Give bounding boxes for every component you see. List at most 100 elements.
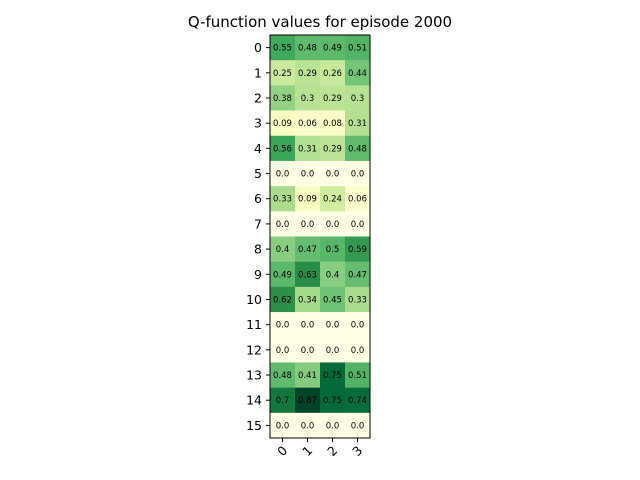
y-tick-label: 0 [254, 40, 262, 55]
y-tick-label: 13 [246, 368, 262, 383]
x-tick-label: 1 [299, 443, 315, 459]
heatmap-cell [295, 186, 321, 212]
heatmap-cell [320, 261, 346, 288]
cell-value-label: 0.31 [348, 119, 367, 129]
heatmap-cell [345, 362, 371, 388]
heatmap-cell [270, 35, 296, 61]
heatmap-cell [295, 160, 321, 187]
heatmap-cell [320, 85, 346, 111]
cell-value-label: 0.47 [298, 245, 317, 255]
y-tick-label: 14 [246, 393, 262, 408]
cell-value-label: 0.47 [348, 270, 367, 280]
heatmap-cell [270, 186, 296, 212]
cell-value-label: 0.44 [348, 69, 367, 79]
heatmap-cell [345, 135, 371, 162]
heatmap-cell [295, 236, 321, 262]
heatmap-cell [345, 387, 371, 414]
y-tick-label: 3 [254, 116, 262, 131]
heatmap-cell [295, 337, 321, 363]
heatmap-cell [345, 35, 371, 61]
cell-value-label: 0.5 [326, 245, 340, 255]
heatmap-cell [295, 362, 321, 388]
heatmap-cell [345, 186, 371, 212]
cell-value-label: 0.09 [298, 195, 317, 205]
cell-value-label: 0.55 [273, 44, 292, 54]
heatmap-cell [320, 186, 346, 212]
cell-value-label: 0.0 [326, 346, 340, 356]
heatmap-cell [320, 160, 346, 187]
cell-value-label: 0.48 [273, 371, 292, 381]
cell-value-label: 0.29 [323, 94, 342, 104]
heatmap-cell [345, 412, 371, 439]
heatmap-cell [270, 362, 296, 388]
cell-value-label: 0.06 [298, 119, 317, 129]
y-tick-label: 4 [254, 141, 262, 156]
heatmap-cell-labels: 0.55 0.48 0.49 0.51 0.25 0.29 0.26 0.44 0.38 0.3 0… [273, 44, 367, 432]
heatmap-cell [295, 135, 321, 162]
cell-value-label: 0.4 [276, 245, 290, 255]
cell-value-label: 0.0 [276, 346, 290, 356]
cell-value-label: 0.0 [276, 321, 290, 331]
cell-value-label: 0.75 [323, 371, 342, 381]
heatmap-cell [295, 60, 321, 86]
y-tick-label: 12 [246, 342, 262, 357]
cell-value-label: 0.24 [323, 195, 342, 205]
heatmap-cell [320, 362, 346, 388]
cell-value-label: 0.0 [301, 346, 315, 356]
cell-value-label: 0.0 [351, 321, 365, 331]
y-tick-label: 5 [254, 166, 262, 181]
cell-value-label: 0.87 [298, 396, 317, 406]
cell-value-label: 0.51 [348, 371, 367, 381]
chart-title: Q-function values for episode 2000 [188, 13, 452, 31]
heatmap-cell [270, 160, 296, 187]
heatmap-cell [320, 60, 346, 86]
heatmap-cell [295, 286, 321, 313]
heatmap-cell [345, 337, 371, 363]
heatmap-cell [270, 387, 296, 414]
cell-value-label: 0.3 [301, 94, 315, 104]
heatmap-cells [270, 35, 371, 439]
heatmap-cell [295, 387, 321, 414]
cell-value-label: 0.0 [301, 421, 315, 431]
cell-value-label: 0.33 [273, 195, 292, 205]
cell-value-label: 0.31 [298, 144, 317, 154]
cell-value-label: 0.59 [348, 245, 367, 255]
cell-value-label: 0.48 [348, 144, 367, 154]
cell-value-label: 0.34 [298, 295, 317, 305]
heatmap-cell [345, 110, 371, 137]
cell-value-label: 0.0 [351, 170, 365, 180]
heatmap-cell [270, 60, 296, 86]
heatmap-cell [345, 85, 371, 111]
cell-value-label: 0.62 [273, 295, 292, 305]
cell-value-label: 0.0 [351, 220, 365, 230]
x-tick-label: 3 [349, 443, 365, 459]
heatmap-cell [320, 337, 346, 363]
heatmap-cell [345, 312, 371, 338]
cell-value-label: 0.63 [298, 270, 317, 280]
cell-value-label: 0.49 [273, 270, 292, 280]
cell-value-label: 0.0 [301, 220, 315, 230]
heatmap-cell [270, 110, 296, 137]
heatmap-cell [345, 60, 371, 86]
x-tick-label: 0 [274, 443, 290, 459]
heatmap-cell [270, 85, 296, 111]
heatmap-cell [345, 261, 371, 288]
heatmap-cell [270, 236, 296, 262]
heatmap-cell [295, 35, 321, 61]
heatmap-cell [270, 211, 296, 237]
cell-value-label: 0.0 [326, 220, 340, 230]
y-tick-label: 11 [246, 317, 262, 332]
cell-value-label: 0.7 [276, 396, 290, 406]
heatmap-cell [295, 110, 321, 137]
heatmap-cell [320, 412, 346, 439]
cell-value-label: 0.0 [276, 421, 290, 431]
heatmap-cell [295, 312, 321, 338]
heatmap-cell [270, 337, 296, 363]
heatmap-cell [320, 135, 346, 162]
cell-value-label: 0.0 [326, 321, 340, 331]
y-tick-label: 15 [246, 418, 262, 433]
y-tick-label: 1 [254, 65, 262, 80]
x-tick-label: 2 [324, 443, 340, 459]
heatmap-cell [345, 211, 371, 237]
